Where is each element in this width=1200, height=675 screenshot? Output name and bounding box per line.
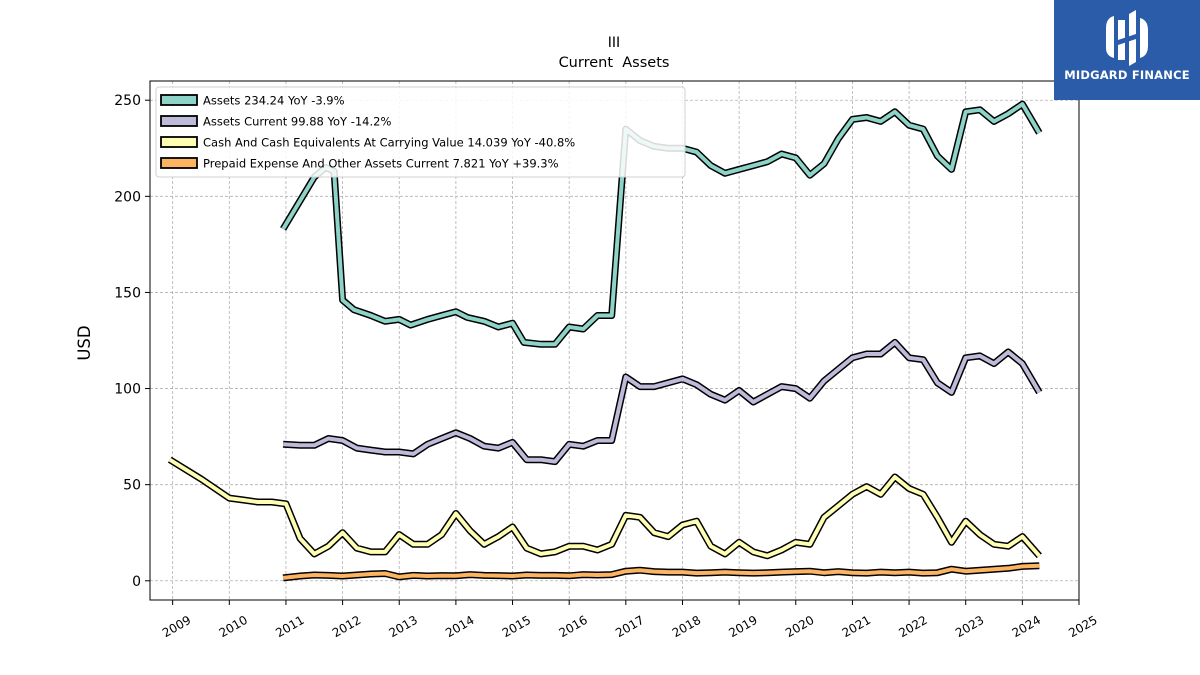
series-line <box>282 563 1040 580</box>
x-tick-label: 2020 <box>783 613 816 640</box>
x-tick-label: 2013 <box>387 613 420 640</box>
legend-entry: Assets Current 99.88 YoY -14.2% <box>160 115 391 129</box>
y-axis-label: USD <box>75 325 94 360</box>
legend-label: Assets 234.24 YoY -3.9% <box>203 94 345 108</box>
series-line <box>168 457 1041 558</box>
legend-swatch <box>160 94 198 106</box>
legend-label: Cash And Cash Equivalents At Carrying Va… <box>203 136 575 150</box>
x-tick-label: 2019 <box>726 613 759 640</box>
y-tick-label: 0 <box>132 574 141 590</box>
x-tick-label: 2023 <box>953 613 986 640</box>
x-tick-label: 2025 <box>1066 613 1099 640</box>
logo-text: MIDGARD FINANCE <box>1064 68 1190 82</box>
legend-swatch <box>160 157 198 169</box>
x-tick-label: 2024 <box>1010 613 1043 640</box>
y-tick-label: 200 <box>114 189 141 205</box>
series-line <box>282 340 1042 464</box>
x-tick-label: 2015 <box>500 613 533 640</box>
series-3 <box>282 562 1040 582</box>
x-tick-label: 2021 <box>840 613 873 640</box>
legend-swatch <box>160 136 198 148</box>
y-tick-label: 250 <box>114 93 141 109</box>
series-2 <box>167 456 1042 560</box>
y-tick-label: 50 <box>123 478 141 494</box>
x-tick-label: 2012 <box>330 613 363 640</box>
x-tick-label: 2018 <box>670 613 703 640</box>
x-tick-label: 2022 <box>896 613 929 640</box>
x-tick-label: 2010 <box>217 613 250 640</box>
plot-frame <box>149 80 1080 601</box>
legend-entry: Prepaid Expense And Other Assets Current… <box>160 157 559 171</box>
legend-label: Prepaid Expense And Other Assets Current… <box>203 157 559 171</box>
chart-subtitle: Current Assets <box>559 55 670 71</box>
legend-entry: Cash And Cash Equivalents At Carrying Va… <box>160 136 575 150</box>
x-tick-label: 2017 <box>613 613 646 640</box>
x-tick-label: 2016 <box>556 613 589 640</box>
series-1 <box>282 338 1043 466</box>
midgard-monogram-icon <box>1106 10 1148 66</box>
x-tick-label: 2009 <box>160 613 193 640</box>
legend-label: Assets Current 99.88 YoY -14.2% <box>203 115 391 129</box>
chart-title: III <box>608 35 620 51</box>
x-tick-label: 2011 <box>273 613 306 640</box>
legend: Assets 234.24 YoY -3.9% Assets Current 99… <box>155 86 686 178</box>
y-tick-label: 100 <box>114 382 141 398</box>
logo: MIDGARD FINANCE <box>1054 0 1200 100</box>
legend-box <box>155 86 686 178</box>
legend-entry: Assets 234.24 YoY -3.9% <box>160 94 345 108</box>
x-tick-label: 2014 <box>443 613 476 640</box>
y-tick-label: 150 <box>114 285 141 301</box>
legend-swatch <box>160 115 198 127</box>
